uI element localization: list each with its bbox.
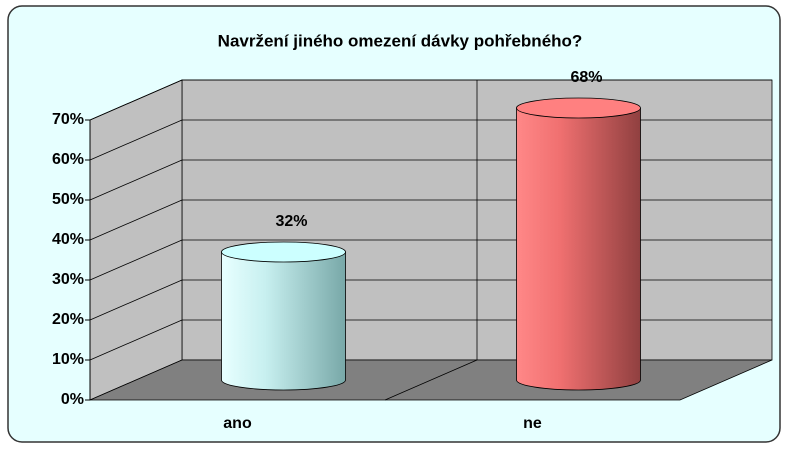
cylinder-body — [516, 107, 641, 391]
side-wall — [89, 79, 183, 401]
chart-title: Navržení jiného omezení dávky pohřebného… — [218, 31, 583, 50]
y-tick-label: 60% — [52, 151, 84, 168]
x-tick-label: ano — [223, 415, 252, 432]
grid-line — [89, 199, 183, 241]
cylinder-top — [221, 241, 346, 263]
cylinder-body — [221, 251, 346, 391]
y-tick-label: 40% — [52, 231, 84, 248]
y-tick-label: 0% — [61, 391, 84, 408]
x-tick-label: ne — [523, 415, 542, 432]
y-tick-label: 50% — [52, 191, 84, 208]
grid-line — [89, 279, 183, 321]
y-tick-label: 70% — [52, 111, 84, 128]
y-tick-label: 20% — [52, 311, 84, 328]
grid-line — [89, 319, 183, 361]
divider — [384, 359, 478, 401]
y-tick-label: 30% — [52, 271, 84, 288]
grid-line — [89, 79, 183, 121]
cylinder-top — [516, 97, 641, 119]
data-label: 32% — [275, 213, 307, 230]
y-tick-label: 10% — [52, 351, 84, 368]
data-label: 68% — [570, 69, 602, 86]
grid-line — [89, 159, 183, 201]
grid-line — [89, 119, 183, 161]
grid-line — [89, 239, 183, 281]
